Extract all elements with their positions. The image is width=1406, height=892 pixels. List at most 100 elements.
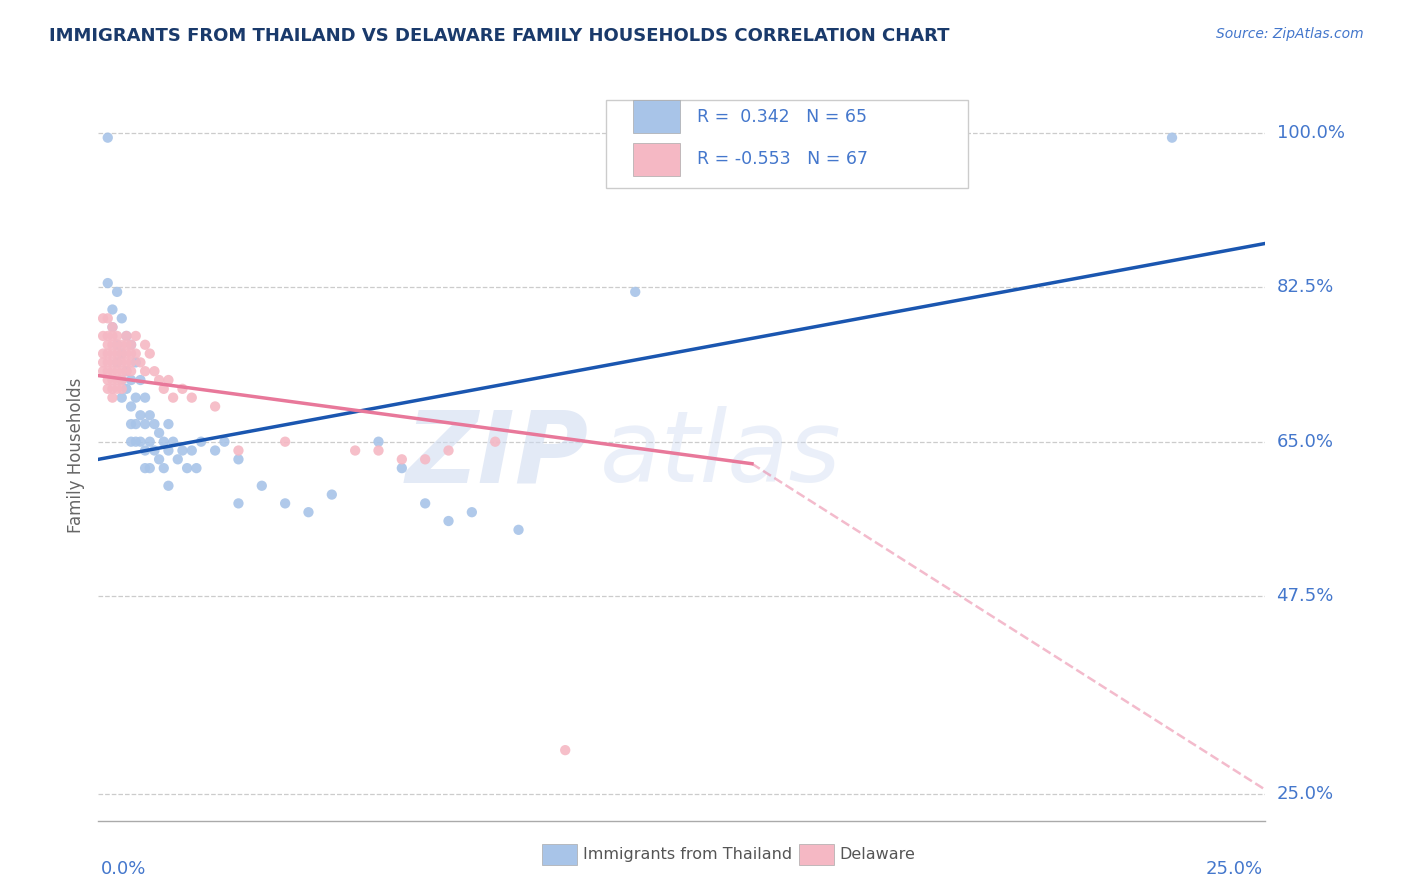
Point: [125, 434, 148, 449]
Point: [105, 382, 128, 396]
Point: [143, 364, 166, 378]
Text: 47.5%: 47.5%: [1277, 587, 1334, 605]
Point: [129, 373, 152, 387]
Point: [152, 461, 174, 475]
Point: [115, 329, 138, 343]
Point: [105, 364, 128, 378]
Point: [115, 364, 138, 378]
Point: [228, 496, 250, 510]
Point: [97, 338, 120, 352]
Point: [97, 329, 120, 343]
Text: Delaware: Delaware: [839, 847, 915, 862]
Bar: [799, 844, 834, 864]
Point: [125, 391, 148, 405]
Point: [134, 364, 156, 378]
Point: [115, 382, 138, 396]
Point: [413, 496, 436, 510]
Text: R =  0.342   N = 65: R = 0.342 N = 65: [697, 108, 868, 126]
Point: [143, 417, 166, 431]
Point: [176, 461, 198, 475]
Point: [134, 338, 156, 352]
Point: [111, 346, 134, 360]
Point: [391, 452, 413, 467]
Point: [157, 373, 180, 387]
Point: [508, 523, 530, 537]
Point: [554, 743, 576, 757]
Point: [437, 514, 460, 528]
Point: [157, 479, 180, 493]
Text: Immigrants from Thailand: Immigrants from Thailand: [582, 847, 792, 862]
Point: [111, 355, 134, 369]
Point: [172, 382, 194, 396]
Point: [91, 329, 114, 343]
Text: R = -0.553   N = 67: R = -0.553 N = 67: [697, 150, 868, 168]
Point: [129, 409, 152, 423]
Point: [111, 373, 134, 387]
Point: [186, 461, 208, 475]
Point: [120, 417, 142, 431]
Point: [152, 382, 174, 396]
Point: [101, 320, 124, 334]
Point: [120, 338, 142, 352]
Point: [139, 461, 162, 475]
Text: Source: ZipAtlas.com: Source: ZipAtlas.com: [1216, 27, 1364, 41]
Point: [162, 434, 184, 449]
Text: IMMIGRANTS FROM THAILAND VS DELAWARE FAMILY HOUSEHOLDS CORRELATION CHART: IMMIGRANTS FROM THAILAND VS DELAWARE FAM…: [49, 27, 949, 45]
Point: [148, 373, 170, 387]
Point: [120, 400, 142, 414]
Point: [97, 311, 120, 326]
Point: [97, 364, 120, 378]
Point: [111, 346, 134, 360]
Point: [111, 338, 134, 352]
Bar: [541, 844, 576, 864]
Point: [180, 391, 202, 405]
Point: [120, 338, 142, 352]
Point: [129, 355, 152, 369]
Point: [105, 329, 128, 343]
Point: [180, 443, 202, 458]
Point: [166, 452, 188, 467]
Point: [105, 338, 128, 352]
FancyBboxPatch shape: [606, 100, 967, 188]
Point: [461, 505, 484, 519]
Point: [105, 346, 128, 360]
Point: [91, 364, 114, 378]
Point: [125, 417, 148, 431]
Point: [139, 409, 162, 423]
Point: [152, 434, 174, 449]
Point: [134, 443, 156, 458]
Point: [105, 355, 128, 369]
Point: [214, 434, 236, 449]
Point: [111, 373, 134, 387]
Point: [97, 346, 120, 360]
Point: [115, 364, 138, 378]
Point: [624, 285, 647, 299]
Point: [115, 346, 138, 360]
Point: [101, 302, 124, 317]
Text: 65.0%: 65.0%: [1277, 433, 1333, 450]
Point: [101, 364, 124, 378]
Point: [105, 373, 128, 387]
Point: [321, 487, 343, 501]
Point: [97, 276, 120, 290]
Point: [274, 434, 297, 449]
Point: [101, 338, 124, 352]
Point: [101, 391, 124, 405]
Point: [101, 320, 124, 334]
Point: [101, 373, 124, 387]
Bar: [633, 143, 679, 176]
Point: [91, 346, 114, 360]
Text: 25.0%: 25.0%: [1205, 860, 1263, 878]
Text: 25.0%: 25.0%: [1277, 785, 1334, 803]
Point: [367, 443, 389, 458]
Point: [101, 346, 124, 360]
Point: [134, 391, 156, 405]
Point: [134, 417, 156, 431]
Bar: [633, 100, 679, 133]
Point: [120, 373, 142, 387]
Point: [367, 434, 389, 449]
Point: [139, 346, 162, 360]
Text: 82.5%: 82.5%: [1277, 278, 1334, 296]
Point: [391, 461, 413, 475]
Point: [125, 355, 148, 369]
